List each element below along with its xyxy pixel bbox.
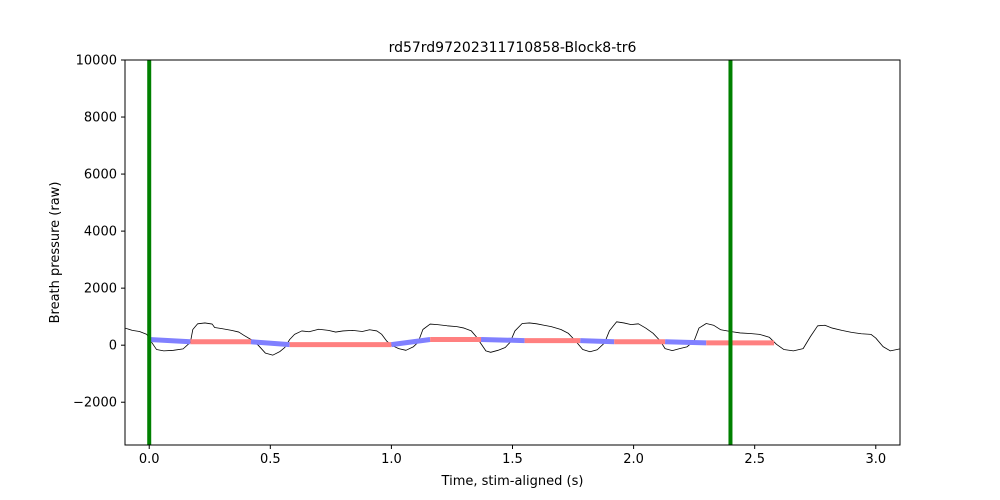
phase-segment-line xyxy=(149,336,191,345)
x-axis-label: Time, stim-aligned (s) xyxy=(441,474,584,489)
breath-pressure-trace xyxy=(125,321,900,356)
x-tick-label: 3.0 xyxy=(865,452,886,467)
x-axis: 0.0 0.5 1.0 1.5 2.0 2.5 3.0 xyxy=(139,445,886,467)
plot-area xyxy=(125,60,900,445)
x-tick-label: 1.0 xyxy=(381,452,402,467)
chart-title: rd57rd97202311710858-Block8-tr6 xyxy=(389,40,637,56)
y-tick-label: 4000 xyxy=(84,225,117,240)
x-tick-label: 2.0 xyxy=(623,452,644,467)
y-tick-label: 2000 xyxy=(84,282,117,297)
y-tick-label: 6000 xyxy=(84,168,117,183)
y-axis-label: Breath pressure (raw) xyxy=(48,182,63,324)
y-tick-label: 8000 xyxy=(84,111,117,126)
x-tick-label: 1.5 xyxy=(502,452,523,467)
phase-segment-line xyxy=(580,338,615,345)
y-tick-label: 10000 xyxy=(76,54,117,69)
x-tick-label: 0.0 xyxy=(139,452,160,467)
axes-frame xyxy=(124,59,901,446)
phase-segment-line xyxy=(480,336,525,344)
x-tick-label: 0.5 xyxy=(260,452,281,467)
phase-segment-line xyxy=(250,339,290,348)
phase-segment-line xyxy=(665,339,707,346)
phase-segment-line xyxy=(391,337,431,348)
y-tick-label: −2000 xyxy=(73,396,117,411)
y-axis: −2000 0 2000 4000 6000 8000 10000 xyxy=(73,54,125,411)
y-tick-label: 0 xyxy=(109,339,117,354)
x-tick-label: 2.5 xyxy=(744,452,765,467)
